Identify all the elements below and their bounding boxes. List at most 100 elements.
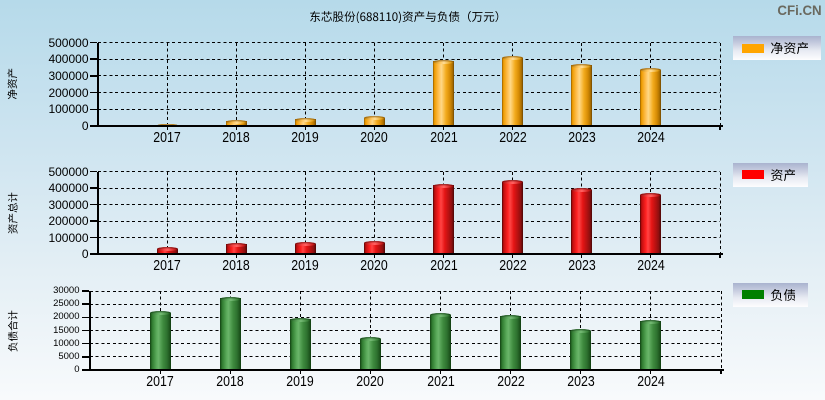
bar-body-ellipse — [294, 243, 316, 254]
bar-body-ellipse — [156, 125, 178, 126]
gridline-vertical — [443, 171, 445, 254]
y-axis-title-net-assets-glyphs-path — [7, 69, 18, 100]
x-axis-tick — [166, 255, 168, 258]
x-axis-tick — [304, 255, 306, 258]
y-axis-tick — [89, 187, 97, 189]
bar-foot-ellipse — [359, 368, 381, 372]
x-axis-tick — [512, 127, 514, 130]
x-category-label-2021: 2021 — [429, 129, 458, 146]
y-tick-label: 0 — [74, 364, 80, 375]
gridline-vertical — [512, 42, 514, 126]
y-axis-tick — [89, 170, 97, 173]
bar-cap-ellipse — [571, 63, 593, 68]
series-1-legend-text: 资产 — [732, 162, 733, 163]
y-axis-title-assets-glyphs-path — [7, 192, 18, 234]
bar-body-ellipse — [571, 65, 593, 126]
bar-liabilities-2018 — [219, 296, 241, 372]
legend-net-assets: 净资产 — [733, 36, 821, 60]
y-tick-label: 0 — [81, 247, 89, 261]
bar-liabilities-2019 — [289, 317, 311, 372]
y-tick-label: 500000 — [48, 35, 89, 50]
y-axis-tick — [81, 342, 89, 345]
bar-cap-ellipse — [156, 247, 178, 252]
bar-cap-ellipse — [430, 313, 452, 318]
bar-net-assets-2019 — [294, 117, 316, 128]
y-axis-tick — [81, 356, 89, 358]
bar-foot-ellipse — [219, 368, 241, 372]
gridline-vertical — [304, 42, 306, 126]
x-category-label-2024: 2024 — [637, 257, 665, 274]
bar-foot-ellipse — [433, 124, 455, 128]
bar-foot-ellipse — [571, 124, 593, 128]
x-category-label-2017: 2017 — [153, 129, 181, 146]
bar-cap-ellipse — [363, 116, 385, 121]
gridline-horizontal — [98, 204, 720, 205]
bar-cap-ellipse — [640, 68, 662, 73]
gridline-vertical — [650, 42, 652, 126]
y-axis-title-rotator — [7, 69, 18, 100]
x-category-label-2023: 2023 — [568, 129, 596, 146]
gridline-horizontal — [90, 303, 721, 305]
x-axis-tick — [719, 127, 721, 130]
y-axis-title-rotator — [7, 309, 18, 352]
bar-cap-ellipse — [289, 317, 311, 322]
bar-foot-ellipse — [363, 252, 385, 256]
x-axis-tick — [439, 371, 442, 374]
legend-label-assets-glyphs — [770, 168, 796, 181]
bar-body-ellipse — [571, 190, 593, 254]
bar-assets-2022 — [502, 180, 524, 256]
gridline-horizontal — [98, 108, 720, 110]
x-category-label-2022: 2022 — [498, 257, 527, 274]
bar-foot-ellipse — [430, 368, 452, 372]
x-axis-tick — [369, 371, 372, 374]
bar-body-ellipse — [500, 316, 522, 370]
bar-body-ellipse — [430, 314, 452, 370]
x-category-label-2017: 2017 — [146, 373, 174, 390]
y-axis-tick — [89, 41, 97, 44]
y-axis-tick — [89, 108, 97, 111]
legend-label-liabilities-glyphs-path — [770, 288, 796, 301]
y-tick-label: 30000 — [53, 285, 80, 296]
x-category-label-2024: 2024 — [637, 129, 665, 146]
bar-foot-ellipse — [225, 252, 247, 256]
bar-cap-ellipse — [363, 241, 385, 246]
x-category-label-2023: 2023 — [568, 257, 596, 274]
x-axis-tick — [581, 255, 583, 258]
gridline-vertical — [166, 171, 168, 254]
gridline-vertical — [235, 42, 237, 126]
bar-net-assets-2021 — [433, 59, 455, 128]
y-axis-title-rotator — [7, 192, 18, 234]
bar-foot-ellipse — [571, 252, 593, 256]
plot-right-border — [720, 291, 722, 370]
y-axis-tick — [81, 329, 89, 332]
gridline-horizontal — [98, 42, 720, 43]
bar-cap-ellipse — [225, 119, 247, 124]
y-axis-tick — [81, 303, 89, 305]
bar-body-ellipse — [149, 312, 171, 370]
gridline-vertical — [373, 171, 375, 254]
gridline-vertical — [510, 291, 512, 370]
bar-body-ellipse — [502, 181, 524, 254]
gridline-horizontal — [98, 187, 720, 189]
x-axis-line — [88, 369, 724, 371]
bar-net-assets-2018 — [225, 119, 247, 128]
bar-cap-ellipse — [571, 188, 593, 193]
y-axis-line — [88, 291, 91, 371]
bar-body-ellipse — [363, 117, 385, 126]
x-axis-line — [96, 125, 723, 127]
bar-assets-2017 — [156, 247, 178, 256]
bar-assets-2018 — [225, 242, 247, 256]
y-tick-label: 400000 — [48, 181, 89, 195]
bar-cap-ellipse — [294, 117, 316, 122]
bar-net-assets-2024 — [640, 68, 662, 128]
bar-cap-ellipse — [433, 183, 455, 188]
y-axis-tick — [89, 253, 97, 255]
bar-body-ellipse — [640, 321, 662, 370]
x-category-label-2020: 2020 — [356, 373, 385, 390]
bar-liabilities-2022 — [500, 314, 522, 372]
x-axis-tick — [650, 255, 652, 258]
bar-foot-ellipse — [570, 368, 592, 372]
y-axis-title-net-assets-glyphs — [7, 69, 18, 100]
